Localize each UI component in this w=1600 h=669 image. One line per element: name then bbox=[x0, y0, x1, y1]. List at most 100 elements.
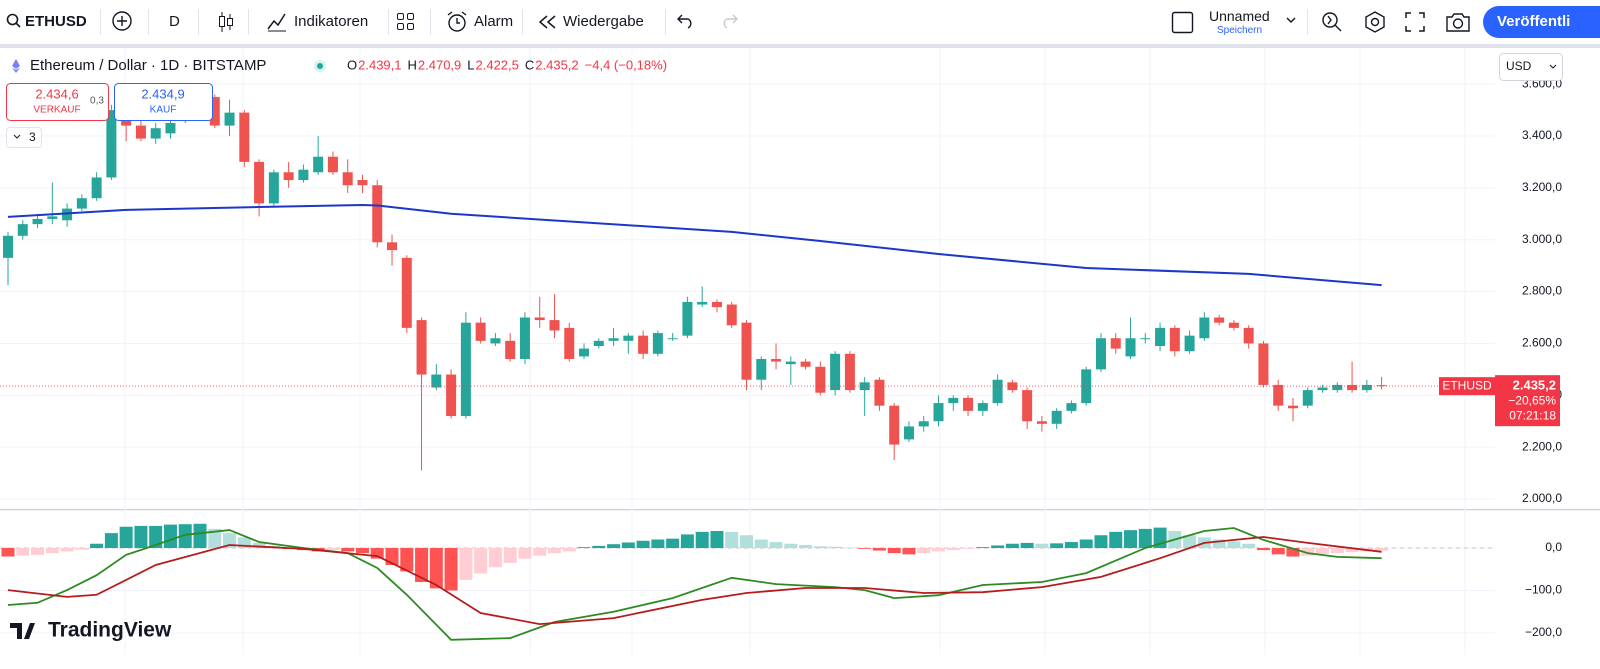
histogram-bar bbox=[976, 547, 990, 548]
candle-body bbox=[490, 338, 501, 344]
candle-body bbox=[416, 320, 427, 375]
histogram-bar bbox=[577, 547, 591, 548]
chart-type-button[interactable] bbox=[216, 10, 236, 34]
candle-body bbox=[76, 198, 87, 209]
histogram-bar bbox=[1271, 548, 1285, 555]
save-button[interactable]: Speichern bbox=[1217, 25, 1263, 36]
histogram-bar bbox=[946, 548, 960, 551]
layout-menu[interactable] bbox=[1285, 15, 1297, 25]
candle-body bbox=[106, 110, 117, 178]
search-icon[interactable] bbox=[6, 13, 22, 29]
histogram-bar bbox=[887, 548, 901, 554]
layouts-button[interactable] bbox=[396, 12, 416, 32]
histogram-bar bbox=[1064, 542, 1078, 548]
histogram-bar bbox=[326, 548, 340, 551]
histogram-bar bbox=[725, 531, 739, 548]
candle-body bbox=[918, 421, 929, 427]
histogram-bar bbox=[193, 523, 207, 548]
candle-body bbox=[830, 353, 841, 391]
candle-body bbox=[431, 374, 442, 388]
histogram-bar bbox=[459, 548, 473, 580]
candle-body bbox=[387, 242, 398, 251]
price-tag-change: −20,65% bbox=[1508, 393, 1556, 407]
histogram-bar bbox=[1183, 535, 1197, 548]
replay-button[interactable]: Wiedergabe bbox=[563, 13, 644, 30]
candle-body bbox=[1022, 390, 1033, 422]
histogram-bar bbox=[917, 548, 931, 554]
alarm-button[interactable]: Alarm bbox=[474, 13, 514, 30]
candle-body bbox=[948, 397, 959, 404]
candle-body bbox=[963, 397, 974, 411]
histogram-bar bbox=[341, 548, 355, 552]
candle-body bbox=[549, 320, 560, 331]
fullscreen-button[interactable] bbox=[1405, 12, 1425, 32]
candle-body bbox=[327, 156, 338, 173]
publish-button[interactable]: Veröffentli bbox=[1483, 6, 1600, 38]
sell-button[interactable] bbox=[6, 83, 109, 121]
symbol-tag-text: ETHUSD bbox=[1442, 378, 1492, 392]
separator bbox=[148, 9, 149, 35]
ohlc-key: L bbox=[467, 57, 474, 72]
price-pane bbox=[0, 91, 1495, 471]
histogram-bar bbox=[237, 537, 251, 548]
candle-body bbox=[62, 208, 73, 221]
separator bbox=[100, 9, 101, 35]
compare-button[interactable] bbox=[111, 10, 133, 32]
interval-button[interactable]: D bbox=[169, 13, 180, 30]
candle-body bbox=[1051, 410, 1062, 424]
ohlc-change: −4,4 (−0,18%) bbox=[585, 57, 667, 72]
histogram-bar bbox=[252, 542, 266, 548]
histogram-bar bbox=[503, 548, 517, 563]
undo-button[interactable] bbox=[677, 13, 695, 29]
symbol-search[interactable]: ETHUSD bbox=[25, 13, 87, 30]
eth-icon bbox=[12, 59, 20, 73]
ohlc-value: 2.470,9 bbox=[418, 57, 461, 72]
redo-button[interactable] bbox=[720, 13, 738, 29]
histogram-bar bbox=[695, 531, 709, 548]
histogram-bar bbox=[533, 548, 547, 556]
y-tick-label: −100,0 bbox=[1525, 583, 1562, 597]
histogram-bar bbox=[1345, 548, 1359, 553]
logo-text: TradingView bbox=[48, 619, 172, 642]
buy-button[interactable] bbox=[114, 83, 213, 121]
histogram-bar bbox=[799, 545, 813, 548]
histogram-bar bbox=[621, 542, 635, 548]
histogram-bar bbox=[429, 548, 443, 589]
price-tag-value: 2.435,2 bbox=[1513, 378, 1556, 393]
spread: 0,3 bbox=[90, 96, 104, 107]
candle-body bbox=[579, 348, 590, 357]
candle-body bbox=[505, 340, 516, 359]
candle-body bbox=[711, 301, 722, 308]
candle-body bbox=[756, 358, 767, 380]
candle-body bbox=[1228, 322, 1239, 328]
layout-name[interactable]: Unnamed bbox=[1209, 8, 1270, 24]
currency-select[interactable] bbox=[1499, 53, 1563, 81]
histogram-bar bbox=[178, 524, 192, 548]
candle-body bbox=[1273, 384, 1284, 406]
histogram-bar bbox=[784, 543, 798, 548]
quick-search[interactable] bbox=[1320, 10, 1344, 34]
layout-checkbox[interactable] bbox=[1171, 11, 1194, 34]
indicators-button[interactable]: Indikatoren bbox=[294, 13, 369, 30]
histogram-bar bbox=[134, 525, 148, 548]
snapshot-button[interactable] bbox=[1445, 11, 1471, 33]
ohlc-key: C bbox=[525, 57, 534, 72]
histogram-bar bbox=[1079, 539, 1093, 548]
candle-body bbox=[446, 374, 457, 417]
histogram-bar bbox=[710, 531, 724, 548]
candle-body bbox=[224, 112, 235, 126]
candle-body bbox=[785, 361, 796, 365]
sell-label: VERKAUF bbox=[33, 105, 80, 116]
histogram-bar bbox=[607, 544, 621, 548]
collapse-button[interactable] bbox=[6, 127, 42, 148]
histogram-bar bbox=[858, 548, 872, 549]
histogram-bar bbox=[149, 525, 163, 548]
candle-body bbox=[889, 405, 900, 445]
histogram-bar bbox=[1, 548, 15, 557]
histogram-bar bbox=[75, 548, 89, 550]
settings-button[interactable] bbox=[1363, 10, 1387, 34]
histogram-bar bbox=[1375, 548, 1389, 551]
market-status-dot bbox=[317, 63, 323, 69]
candle-body bbox=[1376, 385, 1387, 387]
